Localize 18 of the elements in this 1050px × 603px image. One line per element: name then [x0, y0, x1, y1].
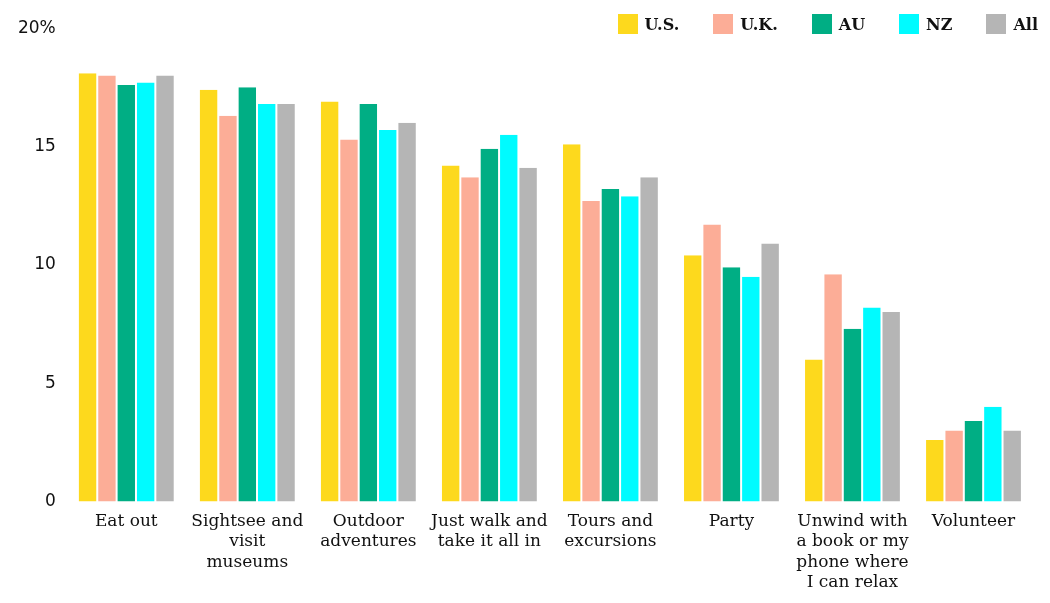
- x-tick-label: Sightsee and visit museums: [191, 510, 304, 571]
- legend-label: NZ: [926, 14, 953, 34]
- y-tick-label: 5: [44, 371, 56, 392]
- y-tick-label: 20%: [17, 16, 56, 37]
- x-tick-label: Volunteer: [930, 510, 1017, 531]
- legend-label: U.S.: [644, 14, 680, 34]
- legend-label: All: [1013, 14, 1038, 34]
- x-tick-label: Outdoor adventures: [320, 510, 417, 551]
- x-tick-label: Tours and excursions: [564, 510, 657, 551]
- x-tick-label: Just walk and take it all in: [429, 510, 548, 551]
- x-tick-label: Unwind with a book or my phone where I can relax: [796, 510, 909, 592]
- legend-label: U.K.: [740, 14, 778, 34]
- x-tick-label: Party: [708, 510, 755, 531]
- legend-label: AU: [838, 14, 866, 34]
- y-tick-label: 10: [34, 253, 56, 274]
- y-tick-label: 15: [34, 134, 56, 155]
- x-tick-label: Eat out: [94, 510, 158, 531]
- y-tick-label: 0: [44, 489, 56, 510]
